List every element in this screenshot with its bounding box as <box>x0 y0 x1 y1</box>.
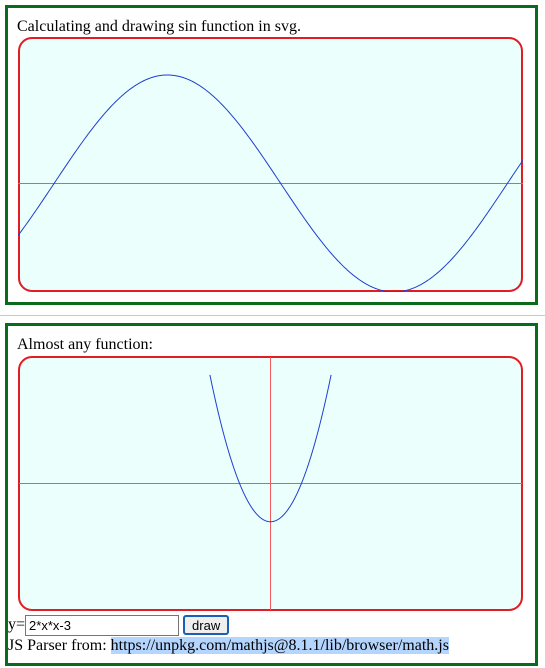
section-separator <box>0 315 545 316</box>
function-input-prefix: y= <box>8 616 26 633</box>
custom-function-curve <box>209 374 332 523</box>
parser-label: JS Parser from: <box>8 637 111 654</box>
parser-url-link[interactable]: https://unpkg.com/mathjs@8.1.1/lib/brows… <box>110 637 449 654</box>
sin-panel: Calculating and drawing sin function in … <box>5 5 538 305</box>
sin-panel-title: Calculating and drawing sin function in … <box>17 18 301 35</box>
custom-function-panel: Almost any function: y= draw JS Parser f… <box>5 323 538 666</box>
sin-plot-frame <box>18 37 523 292</box>
custom-function-plot <box>18 356 523 611</box>
parser-source-line: JS Parser from: https://unpkg.com/mathjs… <box>8 637 449 655</box>
sin-curve <box>18 74 523 292</box>
function-input-row: y= draw <box>8 614 230 636</box>
custom-function-title: Almost any function: <box>17 336 153 353</box>
sin-plot <box>18 37 523 292</box>
draw-button[interactable]: draw <box>183 615 230 635</box>
function-input[interactable] <box>25 614 180 636</box>
